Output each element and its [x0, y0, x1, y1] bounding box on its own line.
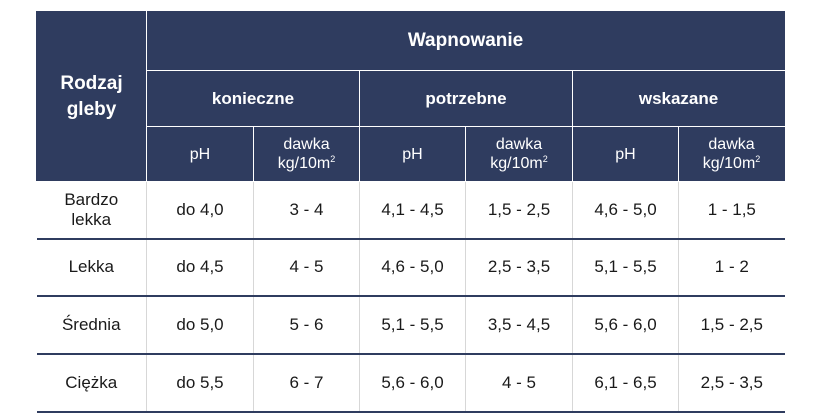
- dose-unit: kg/10m: [277, 155, 331, 172]
- ph-header: pH: [146, 126, 254, 182]
- value-cell: 4 - 5: [253, 238, 360, 297]
- value-cell: 6,1 - 6,5: [572, 353, 679, 413]
- value-cell: 1,5 - 2,5: [677, 295, 785, 355]
- soil-cell: Ciężka: [36, 353, 147, 413]
- value-cell: 4 - 5: [465, 353, 573, 413]
- value-cell: 1 - 2: [677, 238, 785, 297]
- dose-unit: kg/10m: [490, 155, 543, 172]
- value-cell: do 4,5: [146, 238, 254, 297]
- value-cell: 4,1 - 4,5: [359, 181, 466, 240]
- dose-unit-sup: 2: [542, 154, 548, 164]
- value-cell: do 5,5: [146, 353, 254, 413]
- table-row: Ciężka do 5,5 6 - 7 5,6 - 6,0 4 - 5 6,1 …: [36, 353, 785, 413]
- ph-header: pH: [359, 126, 466, 182]
- dose-label: dawka: [495, 136, 543, 153]
- dose-unit-sup: 2: [330, 154, 336, 164]
- value-cell: 6 - 7: [253, 353, 360, 413]
- value-cell: 3,5 - 4,5: [465, 295, 573, 355]
- category-header-konieczne: konieczne: [146, 70, 360, 127]
- value-cell: 3 - 4: [253, 181, 360, 240]
- value-cell: 4,6 - 5,0: [572, 181, 679, 240]
- value-cell: 5,1 - 5,5: [359, 295, 466, 355]
- value-cell: 2,5 - 3,5: [465, 238, 573, 297]
- value-cell: 1,5 - 2,5: [465, 181, 573, 240]
- liming-table: Rodzaj gleby Wapnowanie konieczne potrze…: [36, 11, 786, 413]
- value-cell: 5,6 - 6,0: [572, 295, 679, 355]
- category-header-potrzebne: potrzebne: [359, 70, 573, 127]
- soil-cell: Lekka: [36, 238, 147, 297]
- value-cell: 5,6 - 6,0: [359, 353, 466, 413]
- soil-type-header: Rodzaj gleby: [36, 11, 147, 182]
- soil-cell: Bardzo lekka: [36, 181, 147, 240]
- dose-label: dawka: [283, 136, 330, 153]
- liming-header: Wapnowanie: [145, 11, 786, 71]
- value-cell: 1 - 1,5: [677, 181, 785, 240]
- dose-header: dawka kg/10m2: [677, 126, 786, 182]
- ph-header: pH: [572, 126, 679, 182]
- value-cell: do 5,0: [146, 295, 254, 355]
- soil-cell: Średnia: [36, 295, 147, 355]
- dose-unit: kg/10m: [702, 155, 756, 172]
- dose-unit-sup: 2: [755, 154, 761, 164]
- table-row: Bardzo lekka do 4,0 3 - 4 4,1 - 4,5 1,5 …: [36, 181, 785, 240]
- value-cell: 2,5 - 3,5: [677, 353, 785, 413]
- value-cell: 5 - 6: [253, 295, 360, 355]
- dose-header: dawka kg/10m2: [465, 126, 573, 182]
- table-row: Lekka do 4,5 4 - 5 4,6 - 5,0 2,5 - 3,5 5…: [36, 238, 785, 297]
- table-row: Średnia do 5,0 5 - 6 5,1 - 5,5 3,5 - 4,5…: [36, 295, 785, 355]
- value-cell: do 4,0: [146, 181, 254, 240]
- dose-header: dawka kg/10m2: [253, 126, 360, 182]
- liming-table-grid: Rodzaj gleby Wapnowanie konieczne potrze…: [36, 11, 786, 413]
- category-header-wskazane: wskazane: [571, 70, 786, 127]
- value-cell: 5,1 - 5,5: [572, 238, 679, 297]
- value-cell: 4,6 - 5,0: [359, 238, 466, 297]
- dose-label: dawka: [708, 136, 755, 153]
